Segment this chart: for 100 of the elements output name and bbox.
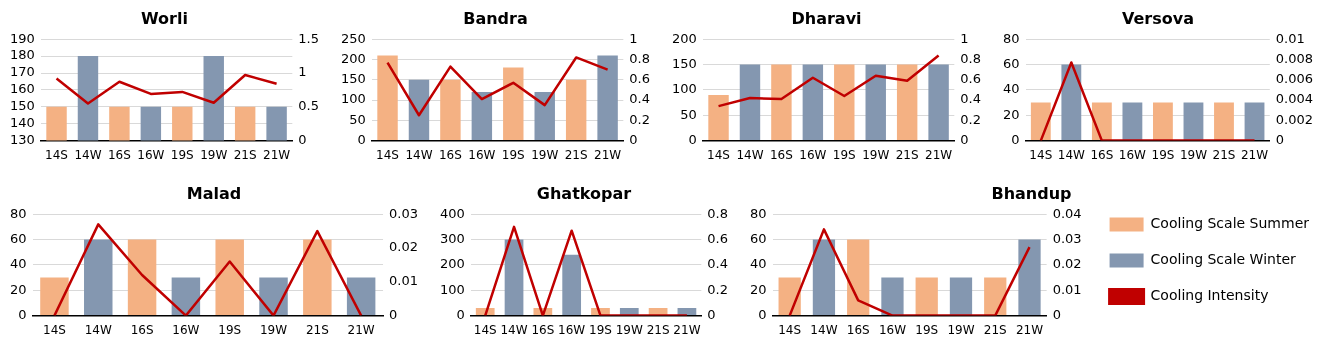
y-tick-label: 150	[671, 55, 697, 71]
y2-tick-label: 0	[389, 306, 398, 322]
x-tick-label: 14W	[736, 147, 764, 162]
x-tick-label: 16W	[799, 147, 827, 162]
x-tick-label: 21W	[925, 147, 953, 162]
x-tick-label: 14W	[810, 322, 838, 337]
y2-tick-label: 0.8	[707, 205, 729, 221]
y-tick-label: 40	[10, 256, 27, 272]
x-tick-label: 16W	[1118, 147, 1147, 162]
x-tick-label: 14S	[43, 322, 66, 337]
bar	[377, 55, 398, 141]
x-tick-label: 19S	[501, 147, 525, 162]
x-tick-label: 14S	[778, 322, 802, 337]
y-tick-label: 180	[9, 47, 35, 63]
y-tick-label: 0	[1011, 131, 1020, 147]
x-tick-label: 19S	[218, 322, 242, 337]
x-tick-label: 21S	[1212, 147, 1236, 162]
x-tick-label: 19S	[915, 322, 939, 337]
x-tick-label: 14W	[500, 322, 528, 337]
x-tick-label: 19W	[200, 147, 228, 162]
y2-tick-label: 0.5	[298, 98, 320, 114]
x-tick-label: 14W	[405, 147, 433, 162]
x-tick-label: 21S	[895, 147, 919, 162]
y2-tick-label: 0.4	[707, 256, 729, 272]
bar	[597, 55, 618, 141]
y2-tick-label: 0	[1275, 131, 1285, 147]
bar	[565, 79, 587, 141]
x-tick-label: 14S	[473, 322, 497, 337]
x-tick-label: 16S	[1090, 147, 1114, 162]
chart-title: Worli	[141, 8, 188, 28]
y2-tick-label: 0.4	[960, 91, 982, 107]
y2-tick-label: 0.03	[389, 205, 419, 221]
y-tick-label: 0	[688, 131, 697, 147]
y-tick-label: 80	[1003, 30, 1020, 46]
y-tick-label: 140	[9, 115, 35, 131]
bar	[504, 239, 524, 316]
y2-tick-label: 0.02	[389, 239, 419, 255]
y2-tick-label: 0	[707, 306, 716, 322]
y2-tick-label: 0	[960, 131, 969, 147]
y-tick-label: 80	[750, 205, 767, 221]
y2-tick-label: 0.008	[1275, 50, 1313, 66]
y2-tick-label: 0	[1052, 306, 1061, 322]
chart-title: Bhandup	[991, 183, 1072, 203]
y2-tick-label: 1	[960, 30, 969, 46]
y2-tick-label: 0.6	[960, 71, 982, 87]
y-tick-label: 0	[758, 306, 767, 322]
bar	[503, 67, 524, 141]
x-tick-label: 16S	[438, 147, 462, 162]
y2-tick-label: 1.5	[298, 30, 320, 46]
y-tick-label: 190	[9, 30, 35, 46]
y-tick-label: 100	[340, 91, 366, 107]
x-tick-label: 16S	[130, 322, 154, 337]
y-tick-label: 100	[671, 81, 697, 97]
x-tick-label: 16W	[468, 147, 496, 162]
x-tick-label: 16S	[107, 147, 131, 162]
x-tick-label: 16S	[846, 322, 870, 337]
y-tick-label: 200	[340, 50, 366, 66]
legend-label: Cooling Intensity	[1150, 287, 1269, 304]
chart-title: Bandra	[463, 8, 528, 28]
y-tick-label: 20	[750, 281, 767, 297]
y-tick-label: 130	[9, 131, 35, 147]
y2-tick-label: 1	[629, 30, 638, 46]
x-tick-label: 16S	[769, 147, 793, 162]
x-tick-label: 19W	[531, 147, 559, 162]
y-tick-label: 0	[357, 131, 366, 147]
x-tick-label: 21W	[594, 147, 622, 162]
x-tick-label: 16W	[558, 322, 586, 337]
y2-tick-label: 0	[298, 131, 307, 147]
x-tick-label: 21W	[1240, 147, 1269, 162]
x-tick-label: 14W	[84, 322, 112, 337]
y2-tick-label: 0.8	[960, 50, 982, 66]
y-tick-label: 170	[9, 64, 35, 80]
x-tick-label: 19S	[589, 322, 612, 337]
x-tick-label: 21S	[646, 322, 670, 337]
y2-tick-label: 0.006	[1275, 71, 1313, 87]
y2-tick-label: 0.02	[1052, 256, 1082, 272]
chart-title: Malad	[186, 183, 242, 203]
legend-label: Cooling Scale Summer	[1150, 215, 1310, 232]
x-tick-label: 14W	[74, 147, 102, 162]
y2-tick-label: 0.002	[1275, 111, 1313, 127]
bar	[471, 91, 493, 141]
chart-title: Dharavi	[791, 8, 862, 28]
x-tick-label: 14S	[376, 147, 399, 162]
y-tick-label: 50	[680, 106, 697, 122]
chart-title: Versova	[1122, 8, 1194, 28]
y2-tick-label: 0.01	[389, 273, 419, 289]
x-tick-label: 19S	[170, 147, 194, 162]
y-tick-label: 150	[9, 98, 35, 114]
x-tick-label: 14S	[45, 147, 68, 162]
x-tick-label: 14S	[707, 147, 730, 162]
y-tick-label: 160	[9, 81, 35, 97]
x-tick-label: 16W	[878, 322, 907, 337]
y2-tick-label: 0.01	[1275, 30, 1305, 46]
y2-tick-label: 0.04	[1052, 205, 1082, 221]
bar	[440, 79, 461, 141]
y-tick-label: 0	[18, 306, 27, 322]
y-tick-label: 40	[1003, 81, 1020, 97]
y2-tick-label: 0.2	[707, 281, 729, 297]
legend-label: Cooling Scale Winter	[1150, 251, 1296, 268]
y-tick-label: 200	[439, 256, 465, 272]
